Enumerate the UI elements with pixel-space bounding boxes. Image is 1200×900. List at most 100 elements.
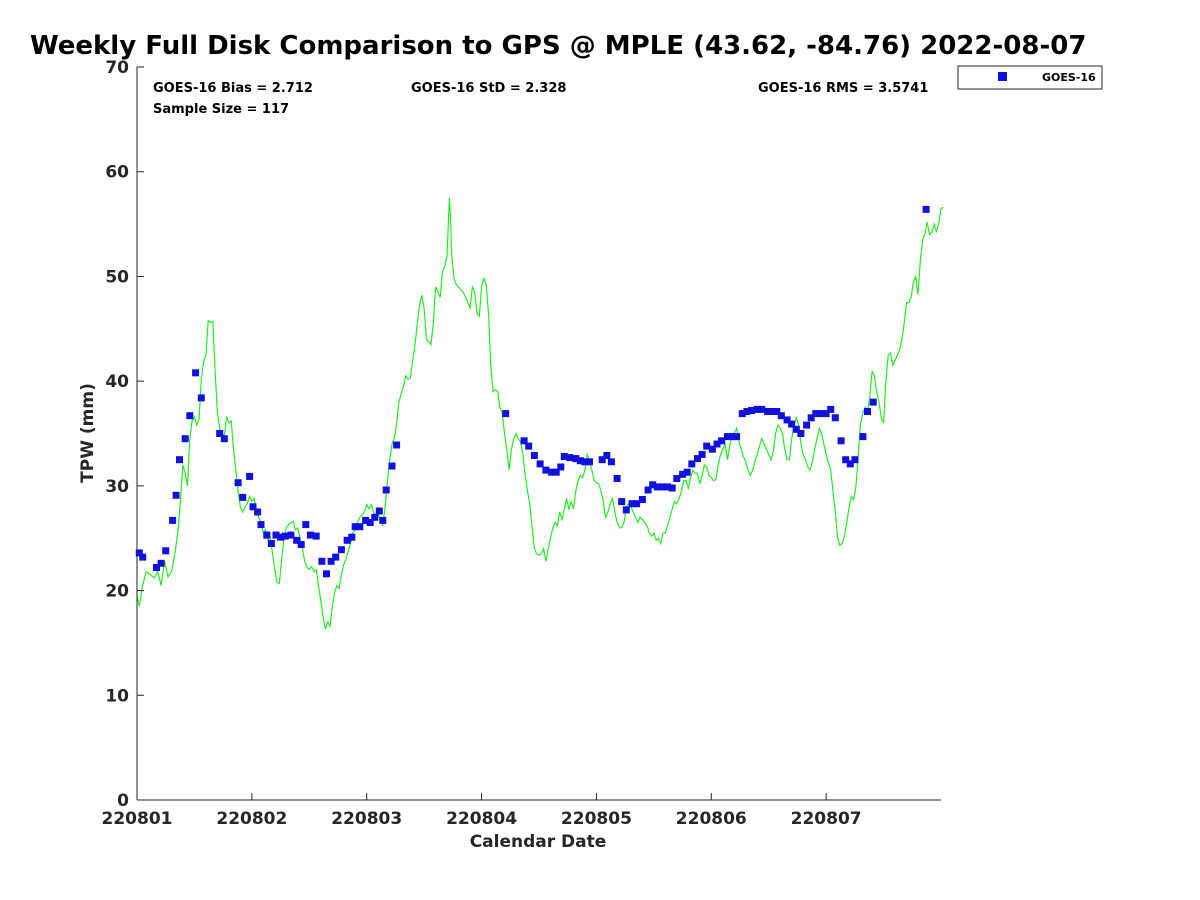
- goes-16-point: [343, 536, 351, 544]
- goes-16-point: [723, 433, 731, 441]
- goes-16-point: [277, 533, 285, 541]
- goes-16-point: [157, 559, 165, 567]
- goes-16-point: [520, 437, 528, 445]
- x-tick-label: 220802: [216, 809, 287, 829]
- y-tick-label: 30: [105, 477, 129, 497]
- goes-16-point: [306, 531, 314, 539]
- goes-16-point: [382, 486, 390, 494]
- goes-16-point: [139, 553, 147, 561]
- goes-16-point: [807, 414, 815, 422]
- x-tick-label: 220801: [102, 809, 173, 829]
- gps-series: [136, 197, 944, 630]
- y-axis-label: TPW (mm): [78, 383, 98, 483]
- goes-16-point: [708, 445, 716, 453]
- goes-16-point: [186, 412, 194, 420]
- stat-sample-size: Sample Size = 117: [153, 102, 289, 117]
- goes-16-point: [733, 433, 741, 441]
- goes-16-point: [337, 546, 345, 554]
- goes-16-point: [176, 456, 183, 464]
- goes-16-point: [572, 455, 580, 463]
- goes-16-point: [869, 398, 877, 406]
- x-tick-label: 220807: [791, 809, 862, 829]
- stat-rms: GOES-16 RMS = 3.5741: [758, 81, 928, 96]
- goes-16-point: [362, 516, 370, 524]
- goes-16-point: [758, 405, 766, 413]
- goes-16-point: [683, 468, 691, 476]
- goes-16-point: [323, 570, 330, 578]
- goes-16-point: [831, 414, 839, 422]
- goes-16-point: [818, 410, 825, 418]
- goes-16-point: [356, 523, 364, 531]
- goes-16-point: [327, 557, 335, 565]
- goes-16-point: [393, 441, 401, 449]
- x-tick-label: 220804: [446, 809, 517, 829]
- y-tick-label: 70: [105, 58, 129, 78]
- goes-16-point: [220, 435, 228, 443]
- goes-16-point: [728, 433, 736, 441]
- goes-16-point: [272, 531, 280, 539]
- goes-16-point: [318, 557, 326, 565]
- axes: 0 10 20 30 40 50 60 70 220801 220802 220803 220804 2…: [102, 58, 941, 829]
- goes-16-point: [234, 479, 242, 487]
- y-tick-label: 60: [105, 163, 129, 183]
- goes-16-point: [249, 503, 257, 511]
- gps-line: [136, 197, 944, 630]
- chart-title: Weekly Full Disk Comparison to GPS @ MPL…: [30, 31, 1086, 61]
- legend-marker-goes-16: [998, 72, 1007, 81]
- goes-16-point: [332, 553, 340, 561]
- goes-16-point: [622, 506, 630, 514]
- goes-16-point: [302, 521, 310, 529]
- goes-16-point: [297, 541, 305, 548]
- goes-16-point: [287, 531, 295, 539]
- x-tick-label: 220806: [676, 809, 747, 829]
- goes-16-series: [135, 205, 930, 578]
- goes-16-point: [254, 508, 262, 516]
- goes-16-point: [738, 410, 746, 418]
- goes-16-point: [197, 394, 205, 402]
- goes-16-point: [552, 468, 560, 476]
- goes-16-point: [698, 450, 706, 458]
- goes-16-point: [169, 516, 177, 524]
- goes-16-point: [613, 475, 621, 482]
- goes-16-point: [162, 547, 170, 555]
- goes-16-point: [603, 452, 611, 459]
- goes-16-point: [658, 483, 666, 491]
- goes-16-point: [797, 430, 805, 437]
- goes-16-point: [135, 549, 143, 557]
- goes-16-point: [703, 442, 711, 450]
- goes-16-point: [638, 496, 646, 503]
- goes-16-point: [548, 468, 556, 476]
- goes-16-point: [192, 369, 200, 377]
- goes-16-point: [783, 416, 791, 424]
- goes-16-point: [837, 437, 845, 445]
- goes-16-point: [827, 405, 835, 413]
- goes-16-point: [748, 407, 755, 414]
- goes-16-point: [566, 454, 574, 462]
- goes-16-point: [388, 462, 396, 470]
- goes-16-point: [263, 531, 271, 539]
- goes-16-point: [560, 453, 568, 460]
- goes-16-point: [777, 412, 785, 420]
- goes-16-point: [525, 442, 533, 450]
- legend: GOES-16: [957, 65, 1103, 90]
- goes-16-point: [312, 532, 320, 540]
- goes-16-point: [773, 408, 781, 415]
- goes-16-point: [668, 484, 676, 492]
- goes-16-point: [153, 564, 160, 571]
- goes-16-point: [743, 408, 751, 415]
- goes-16-point: [530, 452, 538, 459]
- y-tick-label: 20: [105, 582, 129, 602]
- goes-16-point: [371, 513, 379, 521]
- x-tick-label: 220803: [331, 809, 402, 829]
- goes-16-point: [351, 523, 359, 531]
- y-tick-label: 50: [105, 267, 129, 287]
- y-tick-label: 10: [105, 686, 129, 706]
- goes-16-point: [281, 532, 289, 540]
- x-tick-label: 220805: [561, 809, 632, 829]
- stat-std: GOES-16 StD = 2.328: [411, 81, 566, 96]
- goes-16-point: [181, 435, 189, 443]
- legend-label-goes-16: GOES-16: [1042, 71, 1096, 84]
- goes-16-point: [792, 425, 800, 433]
- goes-16-point: [216, 430, 224, 437]
